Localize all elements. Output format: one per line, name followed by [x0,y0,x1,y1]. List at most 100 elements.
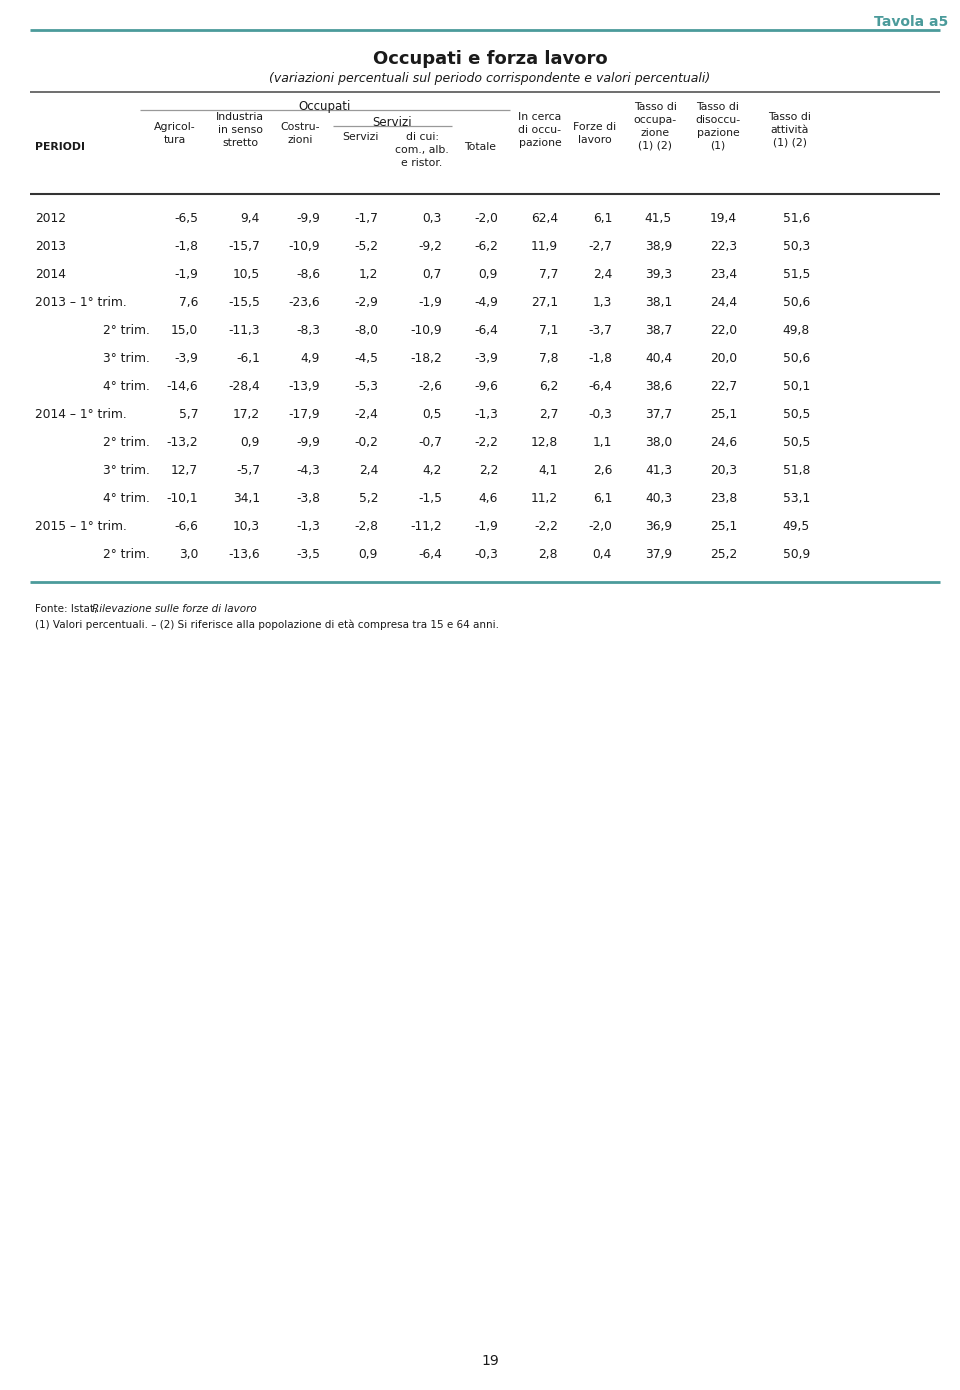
Text: -1,9: -1,9 [474,520,498,532]
Text: -2,6: -2,6 [419,379,442,393]
Text: -2,2: -2,2 [534,520,558,532]
Text: 0,9: 0,9 [479,268,498,281]
Text: Occupati e forza lavoro: Occupati e forza lavoro [372,50,608,68]
Text: 34,1: 34,1 [233,492,260,505]
Text: Fonte: Istat,: Fonte: Istat, [35,605,101,614]
Text: 2013: 2013 [35,240,66,253]
Text: 7,6: 7,6 [179,296,198,309]
Text: -1,3: -1,3 [474,409,498,421]
Text: 50,1: 50,1 [782,379,810,393]
Text: 4° trim.: 4° trim. [103,492,150,505]
Text: 6,1: 6,1 [592,213,612,225]
Text: Tasso di
attività
(1) (2): Tasso di attività (1) (2) [769,113,811,147]
Text: 0,4: 0,4 [592,548,612,562]
Text: 2012: 2012 [35,213,66,225]
Text: 51,5: 51,5 [782,268,810,281]
Text: 50,3: 50,3 [782,240,810,253]
Text: 50,5: 50,5 [782,436,810,449]
Text: 20,3: 20,3 [709,464,737,477]
Text: Tavola a5: Tavola a5 [874,15,948,29]
Text: 2013 – 1° trim.: 2013 – 1° trim. [35,296,127,309]
Text: -1,5: -1,5 [418,492,442,505]
Text: 0,9: 0,9 [241,436,260,449]
Text: -4,9: -4,9 [474,296,498,309]
Text: -13,6: -13,6 [228,548,260,562]
Text: 3° trim.: 3° trim. [103,464,150,477]
Text: -11,3: -11,3 [228,324,260,336]
Text: 25,1: 25,1 [709,409,737,421]
Text: -5,3: -5,3 [354,379,378,393]
Text: 19,4: 19,4 [709,213,737,225]
Text: 12,8: 12,8 [531,436,558,449]
Text: 49,8: 49,8 [782,324,810,336]
Text: 4,9: 4,9 [300,352,320,366]
Text: -13,9: -13,9 [288,379,320,393]
Text: 15,0: 15,0 [171,324,198,336]
Text: 7,1: 7,1 [539,324,558,336]
Text: 38,1: 38,1 [645,296,672,309]
Text: In cerca
di occu-
pazione: In cerca di occu- pazione [518,113,562,147]
Text: -1,8: -1,8 [174,240,198,253]
Text: Occupati: Occupati [299,100,351,113]
Text: 50,6: 50,6 [782,296,810,309]
Text: 0,7: 0,7 [422,268,442,281]
Text: -11,2: -11,2 [410,520,442,532]
Text: -18,2: -18,2 [410,352,442,366]
Text: di cui:
com., alb.
e ristor.: di cui: com., alb. e ristor. [396,132,449,168]
Text: 39,3: 39,3 [645,268,672,281]
Text: (variazioni percentuali sul periodo corrispondente e valori percentuali): (variazioni percentuali sul periodo corr… [270,72,710,85]
Text: 37,7: 37,7 [645,409,672,421]
Text: -15,5: -15,5 [228,296,260,309]
Text: 41,3: 41,3 [645,464,672,477]
Text: 2° trim.: 2° trim. [103,548,150,562]
Text: 20,0: 20,0 [709,352,737,366]
Text: 4,6: 4,6 [479,492,498,505]
Text: 2° trim.: 2° trim. [103,324,150,336]
Text: Tasso di
disoccu-
pazione
(1): Tasso di disoccu- pazione (1) [695,101,740,150]
Text: -8,0: -8,0 [354,324,378,336]
Text: -23,6: -23,6 [288,296,320,309]
Text: -6,5: -6,5 [174,213,198,225]
Text: 2,7: 2,7 [539,409,558,421]
Text: 2,2: 2,2 [479,464,498,477]
Text: 40,4: 40,4 [645,352,672,366]
Text: 51,8: 51,8 [782,464,810,477]
Text: -2,7: -2,7 [588,240,612,253]
Text: -2,0: -2,0 [588,520,612,532]
Text: -2,9: -2,9 [354,296,378,309]
Text: Servizi: Servizi [342,132,378,142]
Text: -9,2: -9,2 [419,240,442,253]
Text: -2,8: -2,8 [354,520,378,532]
Text: -3,9: -3,9 [474,352,498,366]
Text: -9,9: -9,9 [296,436,320,449]
Text: -4,3: -4,3 [296,464,320,477]
Text: Agricol-
tura: Agricol- tura [155,122,196,145]
Text: Totale: Totale [464,142,496,152]
Text: -6,4: -6,4 [474,324,498,336]
Text: 2014: 2014 [35,268,66,281]
Text: Forze di
lavoro: Forze di lavoro [573,122,616,145]
Text: 19: 19 [481,1354,499,1368]
Text: 0,5: 0,5 [422,409,442,421]
Text: 41,5: 41,5 [645,213,672,225]
Text: 25,1: 25,1 [709,520,737,532]
Text: 22,3: 22,3 [709,240,737,253]
Text: 4,1: 4,1 [539,464,558,477]
Text: Servizi: Servizi [372,115,412,129]
Text: 0,9: 0,9 [359,548,378,562]
Text: Industria
in senso
stretto: Industria in senso stretto [216,113,264,147]
Text: 62,4: 62,4 [531,213,558,225]
Text: PERIODI: PERIODI [35,142,85,152]
Text: 53,1: 53,1 [782,492,810,505]
Text: -0,3: -0,3 [588,409,612,421]
Text: 49,5: 49,5 [782,520,810,532]
Text: -13,2: -13,2 [166,436,198,449]
Text: Tasso di
occupa-
zione
(1) (2): Tasso di occupa- zione (1) (2) [634,101,677,150]
Text: 3,0: 3,0 [179,548,198,562]
Text: 50,6: 50,6 [782,352,810,366]
Text: 22,0: 22,0 [709,324,737,336]
Text: -15,7: -15,7 [228,240,260,253]
Text: -3,7: -3,7 [588,324,612,336]
Text: 1,3: 1,3 [592,296,612,309]
Text: 4° trim.: 4° trim. [103,379,150,393]
